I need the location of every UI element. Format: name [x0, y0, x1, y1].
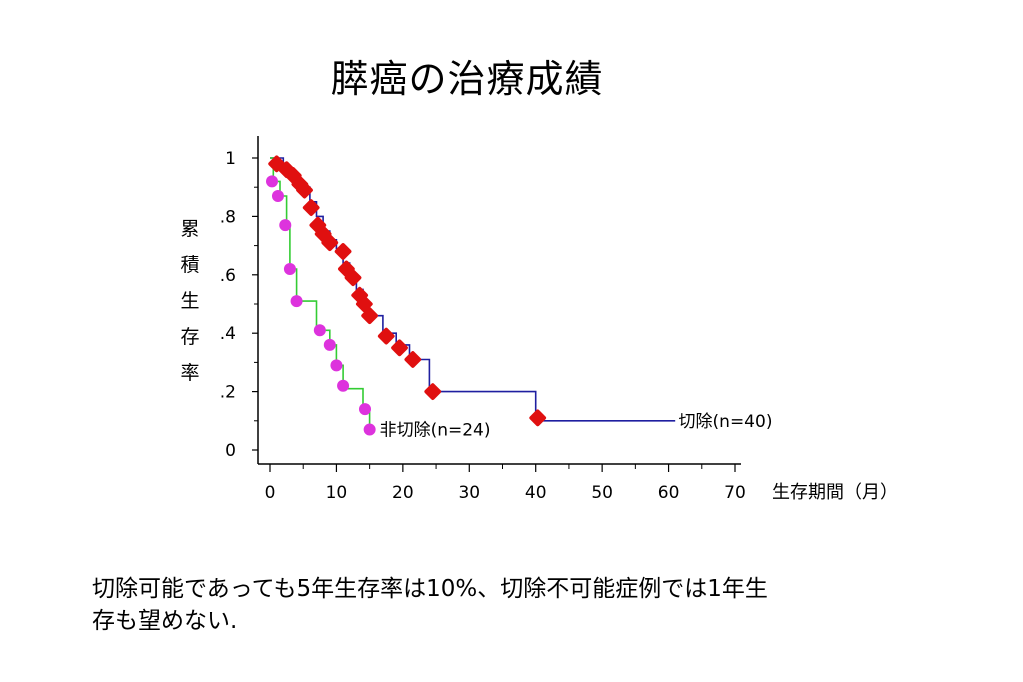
- x-axis-label: 生存期間（月）: [772, 482, 898, 503]
- data-point-nonresection: [271, 189, 284, 202]
- caption-line-1: 切除可能であっても5年生存率は10%、切除不可能症例では1年生: [92, 576, 768, 602]
- y-axis-label-char: 率: [180, 362, 199, 384]
- data-point-nonresection: [337, 379, 350, 392]
- data-point-nonresection: [279, 219, 292, 232]
- x-tick-label: 10: [326, 483, 348, 503]
- chart-markers: [265, 155, 547, 436]
- y-tick-label: .2: [220, 383, 236, 403]
- survival-curve-0: [270, 157, 676, 422]
- y-axis-label-char: 累: [180, 218, 199, 240]
- y-axis-label-char: 積: [180, 254, 199, 276]
- x-tick-label: 70: [724, 483, 746, 503]
- x-tick-label: 40: [525, 483, 547, 503]
- y-tick-label: 0: [225, 441, 236, 461]
- x-tick-label: 60: [658, 483, 680, 503]
- survival-chart-svg: 0.2.4.6.810 10 20 30 40 50 60 70 累積生存率生存期間（月）切除…: [180, 136, 898, 503]
- data-point-nonresection: [358, 403, 371, 416]
- y-tick-label: .6: [220, 266, 236, 286]
- data-point-nonresection: [265, 175, 278, 188]
- data-point-resection: [321, 234, 339, 252]
- data-point-resection: [361, 307, 379, 325]
- survival-chart: 0.2.4.6.8 1 0 10 20 30 40 50 60 70 累積生存率生存期間（月） 切除…: [150, 120, 950, 530]
- data-point-nonresection: [330, 359, 343, 372]
- data-point-resection: [302, 199, 320, 217]
- y-axis-label-char: 存: [180, 326, 199, 348]
- data-point-nonresection: [283, 262, 296, 275]
- data-point-nonresection: [313, 324, 326, 337]
- slide-title: 膵癌の治療成績: [330, 57, 604, 101]
- y-tick-label: 1: [225, 149, 236, 169]
- data-point-resection: [529, 409, 547, 427]
- data-point-resection: [344, 269, 362, 287]
- x-tick-label: 20: [392, 483, 414, 503]
- data-point-resection: [334, 243, 352, 260]
- y-tick-label: .4: [220, 324, 236, 344]
- x-tick-label: 30: [458, 483, 480, 503]
- x-tick-label: 0: [265, 483, 276, 503]
- y-tick-label: .8: [220, 207, 236, 227]
- slide-caption: 切除可能であっても5年生存率は10%、切除不可能症例では1年生 存も望めない.: [92, 573, 972, 637]
- data-point-nonresection: [290, 295, 303, 308]
- data-point-resection: [404, 351, 422, 368]
- data-point-nonresection: [363, 423, 376, 436]
- chart-axes: 0.2.4.6.810 10 20 30 40 50 60 70: [220, 136, 746, 503]
- data-point-resection: [391, 339, 408, 357]
- series-label-nonresection: 非切除(n=24): [380, 421, 491, 441]
- y-axis-label-char: 生: [180, 290, 199, 312]
- data-point-resection: [377, 327, 395, 345]
- x-tick-label: 50: [591, 483, 613, 503]
- chart-curves: [270, 157, 676, 430]
- data-point-nonresection: [323, 338, 336, 351]
- series-label-resection: 切除(n=40): [679, 412, 773, 432]
- data-point-resection: [296, 181, 313, 199]
- caption-line-2: 存も望めない.: [92, 608, 238, 634]
- data-point-resection: [424, 383, 442, 400]
